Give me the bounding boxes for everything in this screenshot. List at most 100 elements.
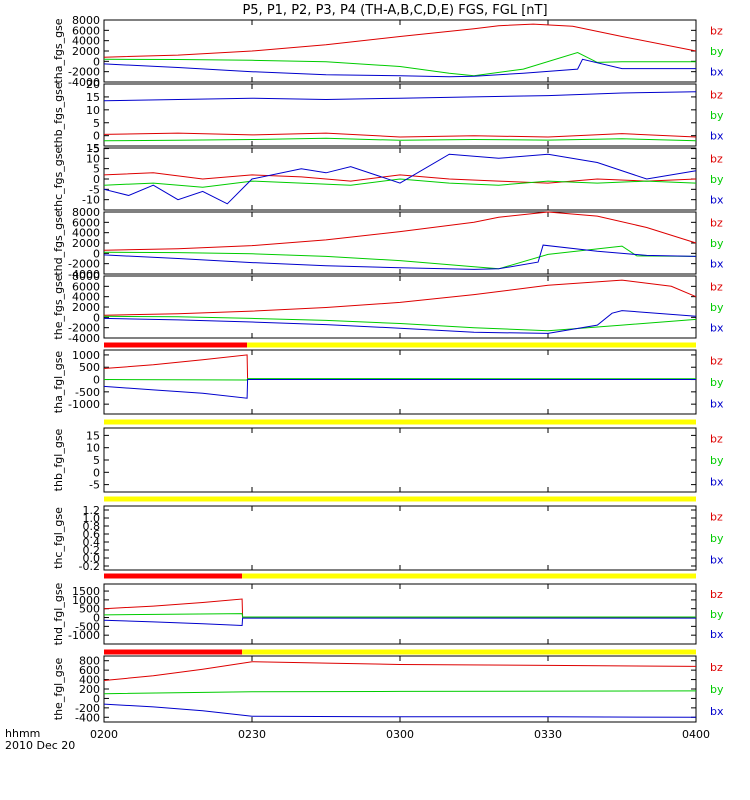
legend-by: by	[710, 301, 724, 314]
y-tick-label: 10	[86, 104, 100, 117]
panel-frame	[103, 427, 697, 493]
y-tick-label: 6000	[72, 24, 100, 37]
panel-frame	[103, 211, 697, 275]
legend-bz: bz	[710, 433, 723, 446]
y-tick-label: 800	[79, 655, 100, 668]
legend-by: by	[710, 532, 724, 545]
y-tick-label: 0	[93, 247, 100, 260]
mode-bar-red	[104, 573, 243, 579]
mode-bar-yellow	[242, 573, 696, 579]
y-tick-label: 10	[86, 152, 100, 165]
mode-bar-yellow	[104, 419, 696, 425]
x-tick-label: 0230	[238, 728, 266, 741]
y-tick-label: -4000	[68, 268, 100, 281]
legend-bz: bz	[710, 511, 723, 524]
legend-by: by	[710, 683, 724, 696]
series-bz	[103, 211, 697, 251]
legend-by: by	[710, 454, 724, 467]
y-tick-label: -1000	[68, 629, 100, 642]
y-tick-label: 0	[93, 374, 100, 387]
y-tick-label: 10	[86, 442, 100, 455]
legend-bz: bz	[710, 216, 723, 229]
series-bx	[103, 91, 697, 102]
legend-bz: bz	[710, 355, 723, 368]
y-tick-label: -400	[75, 711, 100, 724]
y-tick-label: 0	[93, 130, 100, 143]
mode-bar-red	[104, 342, 248, 348]
series-bz	[103, 598, 697, 618]
y-tick-label: -500	[75, 386, 100, 399]
y-tick-label: -500	[75, 620, 100, 633]
series-by	[103, 690, 697, 695]
legend-bz: bz	[710, 88, 723, 101]
legend-by: by	[710, 237, 724, 250]
y-tick-label: -2000	[68, 258, 100, 271]
y-axis-label: thb_fgs_gse	[52, 82, 65, 148]
y-axis-label: tha_fgl_gse	[52, 351, 65, 414]
x-tick-label: 0300	[386, 728, 414, 741]
y-tick-label: 6000	[72, 216, 100, 229]
legend-by: by	[710, 608, 724, 621]
y-tick-label: 500	[79, 361, 100, 374]
y-tick-label: 0	[93, 466, 100, 479]
y-tick-label: -4000	[68, 332, 100, 345]
y-tick-label: 5	[93, 163, 100, 176]
series-bx	[103, 617, 696, 627]
series-by	[103, 178, 697, 188]
y-tick-label: 200	[79, 683, 100, 696]
legend-bz: bz	[710, 588, 723, 601]
series-by	[103, 315, 697, 332]
series-bx	[103, 379, 696, 399]
series-bx	[103, 58, 696, 78]
y-tick-label: 5	[93, 117, 100, 130]
legend-bx: bx	[710, 553, 724, 566]
series-by	[103, 613, 696, 618]
y-axis-label: thd_fgl_gse	[52, 582, 65, 645]
date-label: 2010 Dec 20	[5, 739, 75, 752]
y-tick-label: 15	[86, 91, 100, 104]
y-tick-label: 6000	[72, 280, 100, 293]
y-axis-label: the_fgs_gse	[52, 274, 65, 339]
series-bz	[103, 172, 697, 184]
panel-frame	[103, 19, 697, 83]
y-tick-label: 0.0	[83, 552, 101, 565]
x-tick-label: 0200	[90, 728, 118, 741]
y-axis-label: thc_fgs_gse	[52, 147, 65, 212]
legend-bz: bz	[710, 661, 723, 674]
y-tick-label: 0	[93, 311, 100, 324]
y-tick-label: 2000	[72, 301, 100, 314]
y-tick-label: 20	[86, 78, 100, 91]
legend-by: by	[710, 173, 724, 186]
series-bz	[103, 354, 696, 380]
x-tick-label: 0400	[682, 728, 710, 741]
legend-bx: bx	[710, 66, 724, 79]
y-tick-label: -10	[82, 194, 100, 207]
mode-bar-yellow	[247, 342, 697, 348]
y-axis-label: thb_fgl_gse	[52, 428, 65, 491]
y-tick-label: -5	[89, 183, 100, 196]
y-tick-label: 0.8	[83, 520, 101, 533]
y-tick-label: 0	[93, 692, 100, 705]
legend-bx: bx	[710, 194, 724, 207]
legend-bz: bz	[710, 24, 723, 37]
y-tick-label: 600	[79, 664, 100, 677]
y-tick-label: -2000	[68, 66, 100, 79]
legend-bx: bx	[710, 258, 724, 271]
legend-bx: bx	[710, 628, 724, 641]
y-tick-label: 0.6	[83, 528, 101, 541]
y-tick-label: 400	[79, 674, 100, 687]
y-axis-label: tha_fgs_gse	[52, 18, 65, 83]
panel-frame	[103, 505, 697, 571]
y-axis-label: thd_fgs_gse	[52, 210, 65, 276]
y-tick-label: 1.0	[83, 512, 101, 525]
legend-bx: bx	[710, 705, 724, 718]
y-tick-label: 15	[86, 429, 100, 442]
legend-bx: bx	[710, 397, 724, 410]
